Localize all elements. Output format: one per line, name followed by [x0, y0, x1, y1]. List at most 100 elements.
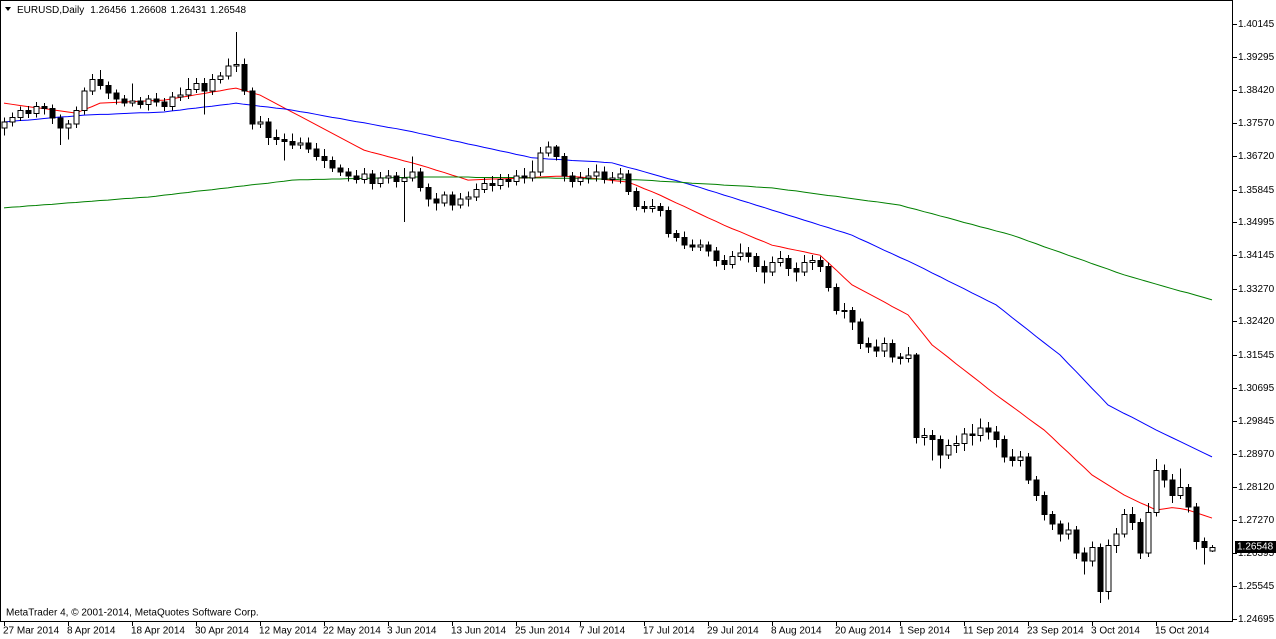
candle-body — [1201, 541, 1208, 548]
x-tick-label: 17 Jul 2014 — [643, 626, 695, 637]
candle-body — [49, 108, 56, 119]
current-price-label: 1.26548 — [1237, 542, 1274, 553]
x-tick-label: 29 Jul 2014 — [707, 626, 759, 637]
current-price-box — [1235, 541, 1276, 553]
candle-body — [89, 79, 96, 92]
candle-body — [217, 75, 224, 81]
y-tick-label: 1.39295 — [1238, 52, 1275, 63]
candle-body — [1153, 469, 1160, 514]
candle-body — [369, 173, 376, 185]
candle-body — [865, 342, 872, 348]
candle-body — [137, 100, 144, 106]
candle-body — [809, 260, 816, 264]
candle-body — [777, 258, 784, 264]
candle-body — [425, 186, 432, 200]
moving-average-line — [3, 102, 1213, 458]
y-tick-label: 1.28120 — [1238, 482, 1275, 493]
candle-body — [1097, 546, 1104, 593]
y-tick-label: 1.33270 — [1238, 284, 1275, 295]
candle-body — [1105, 544, 1112, 593]
candle-body — [1025, 456, 1032, 481]
candle-body — [257, 121, 264, 125]
candle-body — [1193, 506, 1200, 543]
candle-body — [1001, 439, 1008, 458]
plot-frame — [0, 0, 1233, 622]
candle-body — [553, 146, 560, 158]
y-tick-label: 1.34995 — [1238, 217, 1275, 228]
candle-body — [537, 152, 544, 173]
x-tick-label: 12 May 2014 — [259, 626, 317, 637]
candle-body — [681, 236, 688, 246]
candle-body — [713, 250, 720, 262]
candle-body — [993, 431, 1000, 441]
candle-body — [617, 173, 624, 179]
header-open: 1.26456 — [90, 5, 127, 16]
y-tick-label: 1.26395 — [1238, 548, 1275, 559]
candle-body — [81, 90, 88, 111]
candle-body — [953, 442, 960, 446]
candle-body — [473, 188, 480, 198]
candle-body — [193, 83, 200, 90]
candle-body — [545, 146, 552, 154]
candle-body — [793, 267, 800, 273]
candle-body — [281, 138, 288, 142]
chart-header: EURUSD,Daily 1.26456 1.26608 1.26431 1.26548 — [17, 5, 247, 16]
x-tick-label: 8 Aug 2014 — [771, 626, 822, 637]
candle-body — [297, 142, 304, 146]
candle-body — [1073, 529, 1080, 554]
candle-body — [1089, 546, 1096, 562]
candle-body — [697, 244, 704, 248]
candle-body — [489, 183, 496, 187]
candle-body — [649, 206, 656, 210]
candle-body — [745, 252, 752, 258]
candle-body — [177, 94, 184, 98]
candle-body — [1017, 456, 1024, 462]
candle-body — [129, 100, 136, 104]
y-tick-label: 1.28970 — [1238, 449, 1275, 460]
candle-body — [937, 439, 944, 456]
x-tick-label: 1 Sep 2014 — [899, 626, 951, 637]
candle-body — [913, 354, 920, 439]
candle-body — [673, 233, 680, 238]
candle-body — [73, 109, 80, 125]
candle-body — [1161, 469, 1168, 481]
candle-body — [857, 321, 864, 344]
x-tick-label: 3 Oct 2014 — [1091, 626, 1140, 637]
candle-body — [457, 198, 464, 206]
plot-area — [1, 31, 1216, 604]
candle-body — [1137, 521, 1144, 554]
header-high: 1.26608 — [130, 5, 167, 16]
candle-body — [929, 435, 936, 441]
candle-body — [849, 310, 856, 323]
candle-body — [657, 206, 664, 212]
candle-body — [113, 92, 120, 100]
candle-body — [505, 179, 512, 183]
candle-body — [1041, 494, 1048, 516]
y-tick-label: 1.25545 — [1238, 581, 1275, 592]
candle-body — [1121, 514, 1128, 535]
menu-arrow[interactable] — [5, 7, 11, 11]
x-tick-label: 30 Apr 2014 — [195, 626, 249, 637]
x-tick-label: 13 Jun 2014 — [451, 626, 506, 637]
candle-body — [225, 65, 232, 77]
x-tick-label: 25 Jun 2014 — [515, 626, 570, 637]
candle-body — [737, 252, 744, 258]
candle-body — [265, 121, 272, 138]
candle-body — [1169, 479, 1176, 496]
candle-body — [529, 171, 536, 179]
candle-body — [769, 262, 776, 273]
candle-body — [313, 148, 320, 158]
candle-body — [961, 433, 968, 444]
y-tick-label: 1.38420 — [1238, 85, 1275, 96]
candle-body — [897, 356, 904, 360]
candle-body — [361, 173, 368, 181]
y-tick-label: 1.34145 — [1238, 250, 1275, 261]
candle-body — [905, 354, 912, 360]
candle-body — [17, 109, 24, 118]
candle-body — [1081, 552, 1088, 562]
candle-body — [785, 258, 792, 269]
candle-body — [753, 256, 760, 267]
candle-body — [721, 260, 728, 265]
candle-body — [1177, 487, 1184, 496]
